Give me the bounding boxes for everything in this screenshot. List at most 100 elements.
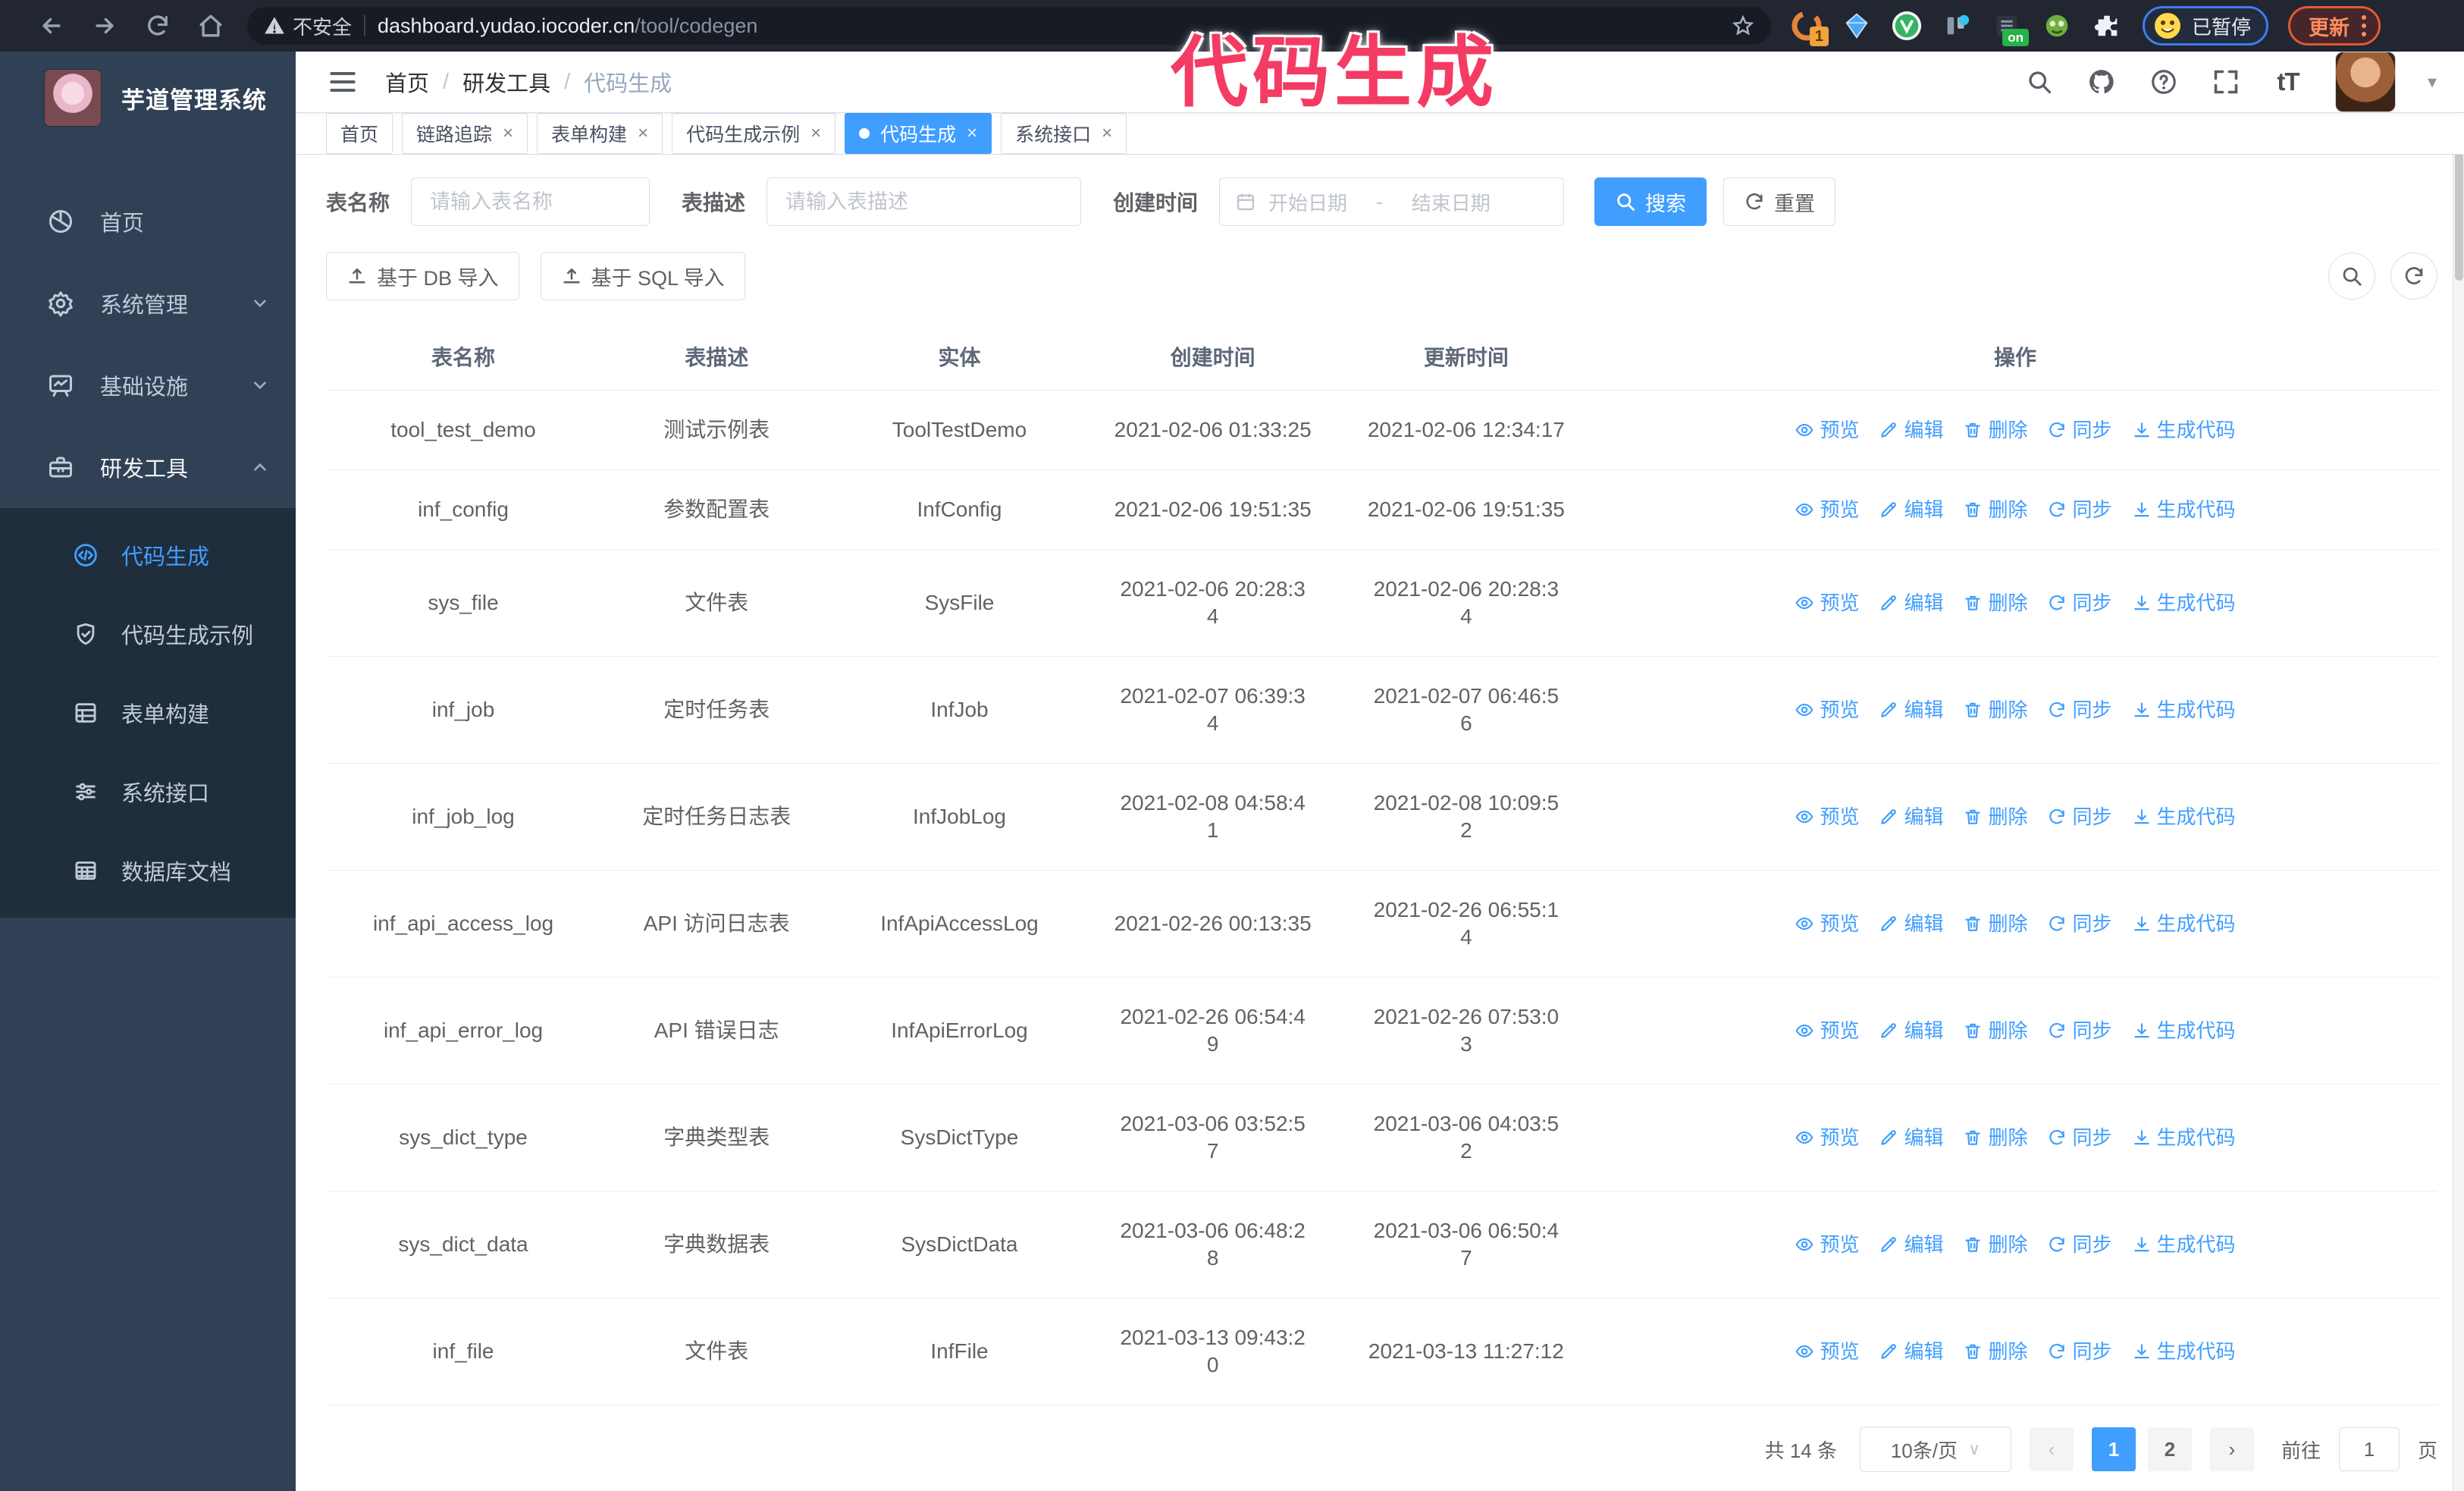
tab-close-icon[interactable]: ×: [810, 123, 822, 143]
row-action-sync[interactable]: 同步: [2047, 496, 2112, 523]
sidebar-menu-item[interactable]: 首页: [0, 180, 296, 262]
row-action-preview[interactable]: 预览: [1795, 1338, 1859, 1365]
browser-update-button[interactable]: 更新: [2288, 6, 2381, 46]
extension-monkey-icon[interactable]: [2041, 10, 2073, 42]
page-number-button[interactable]: 2: [2147, 1427, 2192, 1471]
row-action-preview[interactable]: 预览: [1795, 1124, 1859, 1151]
row-action-preview[interactable]: 预览: [1795, 416, 1859, 444]
row-action-sync[interactable]: 同步: [2047, 910, 2112, 937]
extension-v-icon[interactable]: [1891, 10, 1923, 42]
row-action-delete[interactable]: 删除: [1963, 803, 2027, 830]
import-sql-button[interactable]: 基于 SQL 导入: [540, 252, 745, 300]
row-action-sync[interactable]: 同步: [2047, 803, 2112, 830]
row-action-generate-code[interactable]: 生成代码: [2132, 803, 2236, 830]
row-action-delete[interactable]: 删除: [1963, 496, 2027, 523]
row-action-delete[interactable]: 删除: [1963, 589, 2027, 617]
browser-back-button[interactable]: [35, 9, 68, 42]
table-name-input[interactable]: [411, 177, 650, 226]
tab-close-icon[interactable]: ×: [503, 123, 514, 143]
row-action-generate-code[interactable]: 生成代码: [2132, 696, 2236, 724]
sidebar-submenu-item[interactable]: 代码生成示例: [0, 595, 296, 673]
row-action-delete[interactable]: 删除: [1963, 1017, 2027, 1044]
row-action-sync[interactable]: 同步: [2047, 416, 2112, 444]
search-icon[interactable]: [2024, 67, 2055, 97]
toggle-search-button[interactable]: [2328, 253, 2375, 300]
tag-view-tab[interactable]: 链路追踪 ×: [402, 113, 528, 154]
sidebar-menu-item[interactable]: 基础设施: [0, 344, 296, 426]
extensions-puzzle-icon[interactable]: [2091, 10, 2123, 42]
row-action-preview[interactable]: 预览: [1795, 496, 1859, 523]
row-action-sync[interactable]: 同步: [2047, 589, 2112, 617]
row-action-preview[interactable]: 预览: [1795, 589, 1859, 617]
row-action-delete[interactable]: 删除: [1963, 1124, 2027, 1151]
bookmark-star-icon[interactable]: [1732, 14, 1754, 37]
next-page-button[interactable]: ›: [2209, 1427, 2254, 1471]
row-action-delete[interactable]: 删除: [1963, 696, 2027, 724]
row-action-generate-code[interactable]: 生成代码: [2132, 1124, 2236, 1151]
tab-close-icon[interactable]: ×: [638, 123, 649, 143]
profile-paused-pill[interactable]: 已暂停: [2143, 6, 2269, 46]
scrollbar-thumb[interactable]: [2455, 53, 2463, 281]
row-action-sync[interactable]: 同步: [2047, 1231, 2112, 1258]
row-action-edit[interactable]: 编辑: [1879, 1017, 1943, 1044]
row-action-edit[interactable]: 编辑: [1879, 803, 1943, 830]
row-action-generate-code[interactable]: 生成代码: [2132, 910, 2236, 937]
extension-orange-icon[interactable]: 1: [1791, 10, 1829, 46]
tag-view-tab[interactable]: 首页 ×: [326, 113, 393, 154]
help-icon[interactable]: [2149, 67, 2179, 97]
user-avatar[interactable]: [2334, 52, 2396, 112]
extension-gem-icon[interactable]: [1841, 10, 1873, 42]
breadcrumb-home[interactable]: 首页: [385, 72, 430, 96]
extension-dark-icon[interactable]: on: [1991, 10, 2029, 46]
row-action-edit[interactable]: 编辑: [1879, 696, 1943, 724]
site-security-warning[interactable]: 不安全: [264, 12, 352, 40]
row-action-delete[interactable]: 删除: [1963, 416, 2027, 444]
tab-close-icon[interactable]: ×: [967, 123, 978, 143]
hamburger-icon[interactable]: [326, 65, 359, 99]
tag-view-tab[interactable]: 系统接口 ×: [1001, 113, 1127, 154]
row-action-sync[interactable]: 同步: [2047, 1017, 2112, 1044]
tag-view-tab[interactable]: 表单构建 ×: [537, 113, 663, 154]
row-action-edit[interactable]: 编辑: [1879, 910, 1943, 937]
browser-forward-button[interactable]: [88, 9, 121, 42]
row-action-sync[interactable]: 同步: [2047, 1124, 2112, 1151]
row-action-preview[interactable]: 预览: [1795, 1017, 1859, 1044]
end-date-placeholder[interactable]: 结束日期: [1411, 191, 1491, 215]
row-action-generate-code[interactable]: 生成代码: [2132, 416, 2236, 444]
row-action-generate-code[interactable]: 生成代码: [2132, 1231, 2236, 1258]
row-action-delete[interactable]: 删除: [1963, 1231, 2027, 1258]
sidebar-submenu-item[interactable]: 代码生成: [0, 516, 296, 595]
reset-button[interactable]: 重置: [1723, 177, 1836, 226]
browser-home-button[interactable]: [194, 9, 227, 42]
prev-page-button[interactable]: ‹: [2029, 1427, 2074, 1471]
row-action-preview[interactable]: 预览: [1795, 910, 1859, 937]
row-action-edit[interactable]: 编辑: [1879, 416, 1943, 444]
url-text[interactable]: dashboard.yudao.iocoder.cn/tool/codegen: [378, 14, 758, 37]
start-date-placeholder[interactable]: 开始日期: [1268, 191, 1348, 215]
goto-page-input[interactable]: [2338, 1427, 2400, 1471]
page-scrollbar[interactable]: [2453, 52, 2464, 1491]
row-action-preview[interactable]: 预览: [1795, 803, 1859, 830]
avatar-caret-icon[interactable]: ▾: [2427, 71, 2437, 93]
page-size-select[interactable]: 10条/页 ∨: [1859, 1427, 2011, 1472]
font-size-icon[interactable]: tT: [2277, 67, 2299, 96]
address-bar[interactable]: 不安全 dashboard.yudao.iocoder.cn/tool/code…: [247, 7, 1771, 45]
row-action-edit[interactable]: 编辑: [1879, 496, 1943, 523]
row-action-sync[interactable]: 同步: [2047, 696, 2112, 724]
row-action-preview[interactable]: 预览: [1795, 696, 1859, 724]
sidebar-submenu-item[interactable]: 系统接口: [0, 752, 296, 831]
browser-reload-button[interactable]: [141, 9, 174, 42]
row-action-sync[interactable]: 同步: [2047, 1338, 2112, 1365]
extension-columns-icon[interactable]: [1941, 10, 1973, 42]
row-action-delete[interactable]: 删除: [1963, 910, 2027, 937]
github-icon[interactable]: [2086, 67, 2117, 97]
sidebar-submenu-item[interactable]: 数据库文档: [0, 831, 296, 910]
tag-view-tab[interactable]: 代码生成示例 ×: [672, 113, 836, 154]
page-number-button[interactable]: 1: [2091, 1427, 2136, 1471]
fullscreen-icon[interactable]: [2211, 67, 2241, 97]
search-button[interactable]: 搜索: [1594, 177, 1707, 226]
sidebar-menu-item[interactable]: 系统管理: [0, 262, 296, 344]
refresh-table-button[interactable]: [2390, 253, 2437, 300]
row-action-edit[interactable]: 编辑: [1879, 589, 1943, 617]
row-action-edit[interactable]: 编辑: [1879, 1338, 1943, 1365]
